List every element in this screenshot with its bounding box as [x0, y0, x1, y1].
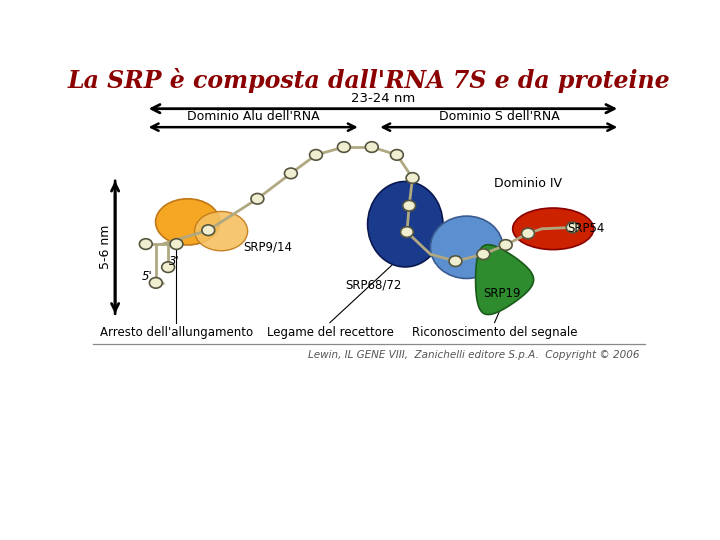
Text: 5': 5' [142, 270, 153, 283]
Text: 3': 3' [169, 255, 180, 268]
Circle shape [150, 278, 162, 288]
Circle shape [400, 227, 413, 238]
Circle shape [521, 228, 534, 239]
Circle shape [284, 168, 297, 179]
Ellipse shape [431, 216, 503, 279]
Text: Legame del recettore: Legame del recettore [266, 326, 393, 339]
Ellipse shape [194, 212, 248, 251]
Text: Riconoscimento del segnale: Riconoscimento del segnale [412, 326, 577, 339]
Text: 5-6 nm: 5-6 nm [99, 225, 112, 269]
Ellipse shape [368, 181, 443, 267]
Text: Dominio S dell'RNA: Dominio S dell'RNA [438, 111, 559, 124]
Circle shape [162, 262, 174, 273]
Circle shape [406, 173, 419, 183]
Text: Dominio Alu dell'RNA: Dominio Alu dell'RNA [187, 111, 320, 124]
Ellipse shape [156, 199, 220, 245]
Circle shape [499, 240, 512, 251]
Text: La SRP è composta dall'RNA 7S e da proteine: La SRP è composta dall'RNA 7S e da prote… [68, 69, 670, 93]
Text: SRP54: SRP54 [567, 222, 605, 235]
Circle shape [338, 141, 351, 152]
Ellipse shape [513, 208, 593, 249]
Circle shape [202, 225, 215, 235]
Circle shape [566, 222, 579, 233]
Polygon shape [476, 245, 534, 314]
Circle shape [251, 193, 264, 204]
Text: SRP9/14: SRP9/14 [243, 241, 292, 254]
Text: Dominio IV: Dominio IV [494, 178, 562, 191]
Text: 23-24 nm: 23-24 nm [351, 92, 415, 105]
Circle shape [140, 239, 152, 249]
Circle shape [390, 150, 403, 160]
Text: SRP19: SRP19 [483, 287, 521, 300]
Circle shape [310, 150, 323, 160]
Text: Arresto dell'allungamento: Arresto dell'allungamento [100, 326, 253, 339]
Circle shape [402, 200, 415, 211]
Circle shape [365, 141, 378, 152]
Circle shape [449, 256, 462, 266]
Text: SRP68/72: SRP68/72 [346, 278, 402, 291]
Circle shape [170, 239, 183, 249]
Circle shape [477, 249, 490, 260]
Text: Lewin, IL GENE VIII,  Zanichelli editore S.p.A.  Copyright © 2006: Lewin, IL GENE VIII, Zanichelli editore … [308, 350, 639, 360]
